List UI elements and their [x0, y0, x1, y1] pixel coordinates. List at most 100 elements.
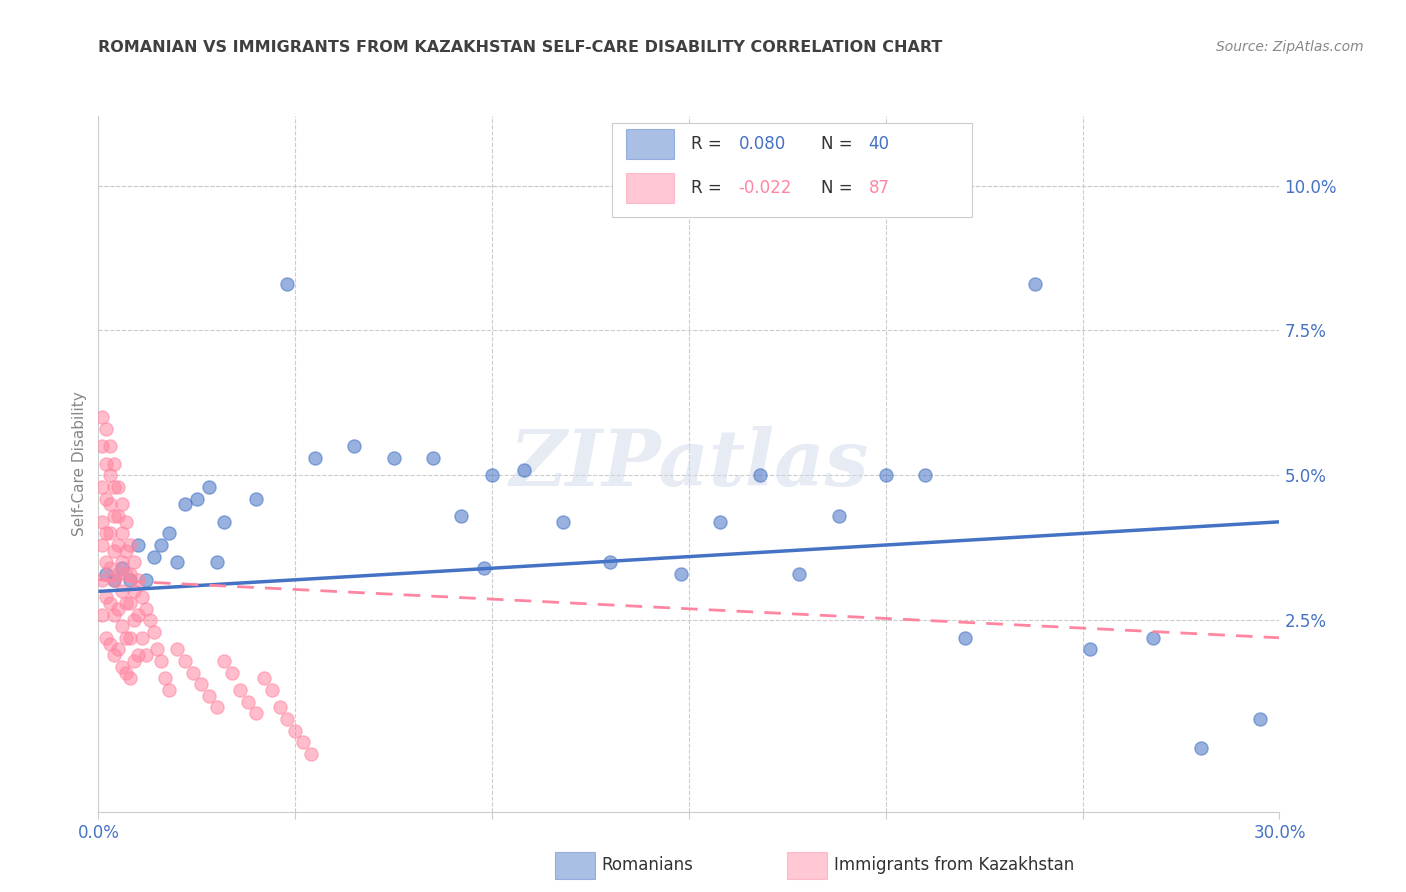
Point — [118, 573, 141, 587]
Point — [827, 508, 849, 523]
Point — [103, 648, 125, 662]
Point — [96, 491, 118, 506]
Point — [269, 700, 291, 714]
Point — [122, 614, 145, 628]
Point — [91, 538, 114, 552]
Point — [914, 468, 936, 483]
Point — [103, 543, 125, 558]
Point — [103, 480, 125, 494]
Point — [190, 677, 212, 691]
Point — [98, 596, 121, 610]
Point — [111, 526, 134, 541]
Text: Romanians: Romanians — [602, 856, 693, 874]
Y-axis label: Self-Care Disability: Self-Care Disability — [72, 392, 87, 536]
Point — [166, 642, 188, 657]
Point — [122, 654, 145, 668]
Point — [197, 689, 219, 703]
Point — [157, 683, 180, 698]
Point — [111, 619, 134, 633]
Point — [221, 665, 243, 680]
Point — [115, 596, 138, 610]
Point — [174, 498, 197, 512]
Point — [155, 671, 177, 685]
Point — [98, 561, 121, 575]
Point — [91, 480, 114, 494]
Point — [186, 491, 208, 506]
Point — [107, 642, 129, 657]
Text: -0.022: -0.022 — [738, 178, 792, 197]
Text: 0.080: 0.080 — [738, 135, 786, 153]
FancyBboxPatch shape — [612, 123, 973, 217]
Point — [107, 601, 129, 615]
Point — [292, 735, 315, 749]
Point — [91, 607, 114, 622]
Point — [122, 555, 145, 569]
Text: 40: 40 — [869, 135, 890, 153]
Point — [422, 451, 444, 466]
Point — [107, 480, 129, 494]
Text: ROMANIAN VS IMMIGRANTS FROM KAZAKHSTAN SELF-CARE DISABILITY CORRELATION CHART: ROMANIAN VS IMMIGRANTS FROM KAZAKHSTAN S… — [98, 40, 943, 55]
Point — [107, 538, 129, 552]
Point — [131, 631, 153, 645]
Point — [197, 480, 219, 494]
Point — [214, 654, 236, 668]
Text: Immigrants from Kazakhstan: Immigrants from Kazakhstan — [834, 856, 1074, 874]
Point — [472, 561, 495, 575]
Point — [253, 671, 276, 685]
Point — [245, 491, 267, 506]
Point — [142, 549, 165, 564]
Point — [787, 567, 810, 582]
Point — [166, 555, 188, 569]
Point — [150, 538, 173, 552]
Point — [450, 508, 472, 523]
Point — [260, 683, 283, 698]
Point — [98, 440, 121, 454]
Point — [118, 538, 141, 552]
Point — [953, 631, 976, 645]
Point — [127, 573, 149, 587]
Point — [245, 706, 267, 721]
Point — [135, 648, 157, 662]
Point — [284, 723, 307, 738]
Point — [91, 440, 114, 454]
Text: Source: ZipAtlas.com: Source: ZipAtlas.com — [1216, 40, 1364, 54]
Point — [299, 747, 322, 761]
Point — [96, 526, 118, 541]
Point — [512, 462, 534, 476]
Point — [115, 567, 138, 582]
FancyBboxPatch shape — [626, 128, 673, 159]
Point — [229, 683, 252, 698]
Point — [118, 596, 141, 610]
Point — [96, 457, 118, 471]
Point — [142, 624, 165, 639]
Point — [107, 567, 129, 582]
Point — [118, 631, 141, 645]
Point — [127, 538, 149, 552]
Text: ZIPatlas: ZIPatlas — [509, 425, 869, 502]
Text: R =: R = — [692, 178, 727, 197]
Point — [127, 607, 149, 622]
FancyBboxPatch shape — [626, 173, 673, 202]
Point — [127, 648, 149, 662]
Point — [146, 642, 169, 657]
Text: R =: R = — [692, 135, 727, 153]
Point — [205, 700, 228, 714]
Point — [111, 561, 134, 575]
Point — [181, 665, 204, 680]
Point — [669, 567, 692, 582]
Point — [96, 555, 118, 569]
Point — [1189, 740, 1212, 755]
Point — [103, 607, 125, 622]
Point — [481, 468, 503, 483]
Point — [118, 567, 141, 582]
Point — [111, 584, 134, 599]
Point — [122, 584, 145, 599]
Point — [91, 573, 114, 587]
Point — [115, 515, 138, 529]
Point — [111, 498, 134, 512]
Point — [115, 665, 138, 680]
Point — [103, 457, 125, 471]
Point — [131, 591, 153, 605]
Point — [96, 567, 118, 582]
Point — [150, 654, 173, 668]
